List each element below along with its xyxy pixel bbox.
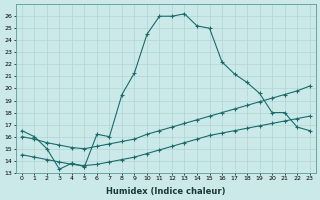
X-axis label: Humidex (Indice chaleur): Humidex (Indice chaleur) [106, 187, 226, 196]
